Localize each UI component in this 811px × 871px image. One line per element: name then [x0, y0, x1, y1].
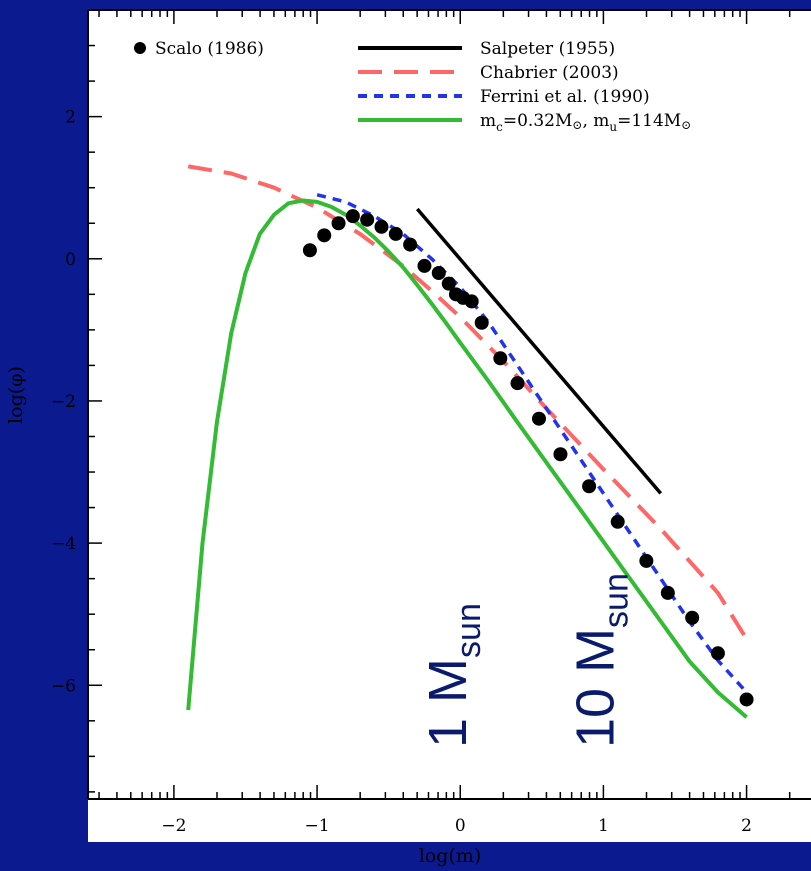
tick-labels: −2 −1 0 1 2 2 0 −2 −4 −6 — [51, 108, 752, 836]
scalo-point — [710, 646, 725, 661]
scalo-point — [417, 258, 432, 273]
mass-label-10: 10 Msun — [565, 573, 635, 748]
x-tick-label: −1 — [305, 816, 330, 836]
axis-ticks — [88, 9, 791, 799]
scalo-point — [464, 294, 479, 309]
scalo-point — [388, 226, 403, 241]
y-tick-label: −4 — [51, 534, 76, 554]
y-tick-label: 2 — [65, 108, 76, 128]
y-tick-label: −2 — [51, 392, 76, 412]
scalo-point — [685, 610, 700, 625]
scalo-point — [317, 228, 332, 243]
x-tick-label: 2 — [741, 816, 752, 836]
scalo-point — [510, 376, 525, 391]
legend-label-scalo: Scalo (1986) — [155, 39, 264, 59]
scalo-point — [610, 514, 625, 529]
legend-marker-scalo — [134, 42, 146, 54]
scalo-point — [582, 479, 597, 494]
scalo-point — [403, 237, 418, 252]
scalo-point — [345, 209, 360, 224]
scalo-point — [441, 276, 456, 291]
scalo-point — [639, 553, 654, 568]
legend-label-salpeter: Salpeter (1955) — [480, 39, 615, 59]
scalo-point — [302, 243, 317, 258]
y-axis-title: log(φ) — [5, 366, 27, 424]
series-lines — [186, 164, 749, 719]
x-tick-label: 1 — [598, 816, 609, 836]
mass-annotations: 1 Msun 10 Msun — [418, 573, 635, 748]
scalo-point — [531, 411, 546, 426]
scalo-point — [374, 219, 389, 234]
y-tick-label: −6 — [51, 676, 76, 696]
mass-label-1: 1 Msun — [418, 603, 488, 748]
x-tick-label: 0 — [455, 816, 466, 836]
legend-label-chabrier: Chabrier (2003) — [480, 63, 619, 83]
y-tick-label: 0 — [65, 250, 76, 270]
scalo-point — [739, 692, 754, 707]
scalo-point — [360, 212, 375, 227]
fit-line — [186, 198, 748, 719]
ferrini-line — [316, 193, 748, 694]
salpeter-line — [415, 207, 663, 495]
x-tick-label: −2 — [161, 816, 186, 836]
scalo-point — [660, 585, 675, 600]
legend: Scalo (1986) Salpeter (1955) Chabrier (200… — [134, 39, 691, 134]
scalo-point — [493, 351, 508, 366]
legend-label-ferrini: Ferrini et al. (1990) — [480, 87, 650, 107]
scalo-point — [553, 447, 568, 462]
scalo-point — [431, 266, 446, 280]
chabrier-line — [187, 164, 749, 641]
scalo-point — [474, 315, 489, 330]
scalo-point — [331, 216, 346, 231]
legend-label-fit: mc=0.32M⊙, mu=114M⊙ — [480, 111, 691, 134]
scalo-points — [302, 209, 754, 707]
x-axis-title: log(m) — [419, 845, 482, 867]
plot-area — [88, 10, 811, 842]
axes-frame — [87, 9, 811, 800]
